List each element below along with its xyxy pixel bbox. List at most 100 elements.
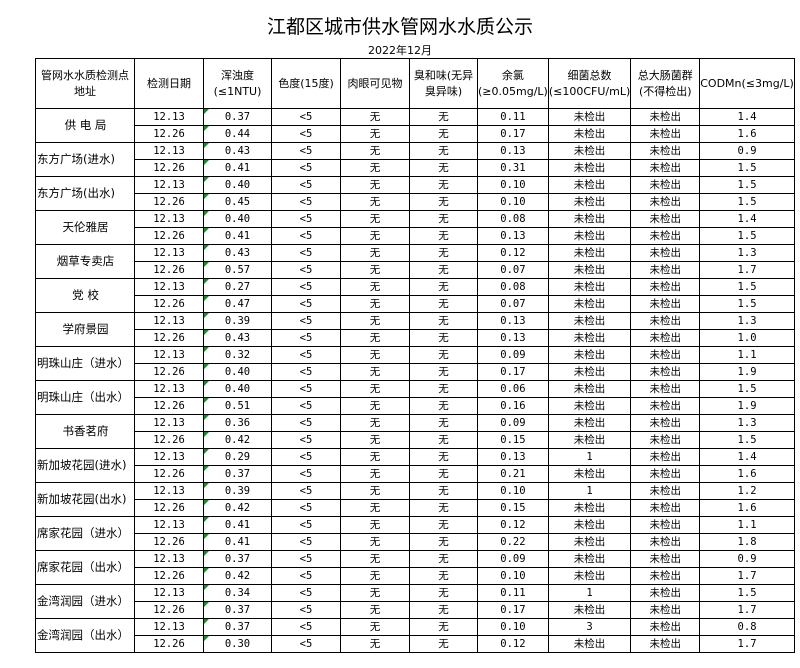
odor-cell: 无 [409,397,478,415]
visible-matter-cell: 无 [340,193,410,211]
coliform-cell: 未检出 [630,176,701,194]
color-cell: <5 [271,108,341,126]
codmn-cell: 1.5 [699,227,795,245]
visible-matter-cell: 无 [340,533,410,551]
date-cell: 12.13 [134,380,204,398]
visible-matter-cell: 无 [340,499,410,517]
table-row: 12.26 0.41 <5 无无 0.22 未检出 未检出 1.8 [36,533,795,551]
visible-matter-cell: 无 [340,482,410,500]
odor-cell: 无 [409,210,478,228]
table-row: 12.26 0.45 <5 无无 0.10 未检出 未检出 1.5 [36,193,795,211]
date-cell: 12.26 [134,295,204,313]
color-cell: <5 [271,618,341,636]
color-cell: <5 [271,244,341,262]
color-cell: <5 [271,227,341,245]
codmn-cell: 1.6 [699,465,795,483]
coliform-cell: 未检出 [630,346,701,364]
color-cell: <5 [271,533,341,551]
color-cell: <5 [271,550,341,568]
coliform-cell: 未检出 [630,550,701,568]
color-cell: <5 [271,142,341,160]
bacteria-cell: 未检出 [547,244,632,262]
color-cell: <5 [271,431,341,449]
odor-cell: 无 [409,244,478,262]
table-row: 金湾润园（出水） 12.13 0.37 <5 无无 0.10 3 未检出 0.8 [35,618,795,653]
header-bacteria: 细菌总数(≤100CFU/mL) [547,58,632,109]
visible-matter-cell: 无 [340,635,410,653]
coliform-cell: 未检出 [630,125,701,143]
chlorine-cell: 0.10 [477,567,549,585]
table-row: 学府景园 12.13 0.39 <5 无无 0.13 未检出 未检出 1.3 [35,312,795,347]
coliform-cell: 未检出 [630,363,701,381]
bacteria-cell: 未检出 [547,329,632,347]
bacteria-cell: 未检出 [547,567,632,585]
codmn-cell: 1.7 [699,601,795,619]
table-row: 12.26 0.37 <5 无无 0.17 未检出 未检出 1.7 [36,601,795,619]
coliform-cell: 未检出 [630,227,701,245]
codmn-cell: 1.1 [699,516,795,534]
bacteria-cell: 未检出 [547,601,632,619]
codmn-cell: 1.1 [699,346,795,364]
date-cell: 12.26 [134,465,204,483]
header-visible-matter: 肉眼可见物 [340,58,410,109]
coliform-cell: 未检出 [630,142,701,160]
codmn-cell: 1.6 [699,499,795,517]
visible-matter-cell: 无 [340,312,410,330]
date-cell: 12.13 [134,278,204,296]
date-cell: 12.26 [134,193,204,211]
color-cell: <5 [271,125,341,143]
site-name: 席家花园（进水） [35,516,135,551]
visible-matter-cell: 无 [340,125,410,143]
visible-matter-cell: 无 [340,567,410,585]
table-row: 12.26 0.40 <5 无无 0.17 未检出 未检出 1.9 [36,363,795,381]
odor-cell: 无 [409,278,478,296]
visible-matter-cell: 无 [340,142,410,160]
table-row: 12.26 0.43 <5 无无 0.13 未检出 未检出 1.0 [36,329,795,347]
odor-cell: 无 [409,618,478,636]
chlorine-cell: 0.16 [477,397,549,415]
color-cell: <5 [271,635,341,653]
table-row: 12.26 0.42 <5 无无 0.15 未检出 未检出 1.6 [36,499,795,517]
table-row: 12.26 0.37 <5 无无 0.21 未检出 未检出 1.6 [36,465,795,483]
color-cell: <5 [271,482,341,500]
date-cell: 12.13 [134,210,204,228]
chlorine-cell: 0.11 [477,584,549,602]
chlorine-cell: 0.11 [477,108,549,126]
coliform-cell: 未检出 [630,499,701,517]
site-name: 明珠山庄（出水） [35,380,135,415]
bacteria-cell: 未检出 [547,380,632,398]
header-coliform: 总大肠菌群(不得检出) [630,58,701,109]
codmn-cell: 1.5 [699,431,795,449]
coliform-cell: 未检出 [630,516,701,534]
turbidity-cell: 0.37 [203,108,272,126]
table-row: 12.26 0.57 <5 无无 0.07 未检出 未检出 1.7 [36,261,795,279]
header-color: 色度(15度) [271,58,341,109]
chlorine-cell: 0.12 [477,635,549,653]
codmn-cell: 1.7 [699,635,795,653]
coliform-cell: 未检出 [630,295,701,313]
codmn-cell: 0.9 [699,142,795,160]
date-cell: 12.13 [134,550,204,568]
chlorine-cell: 0.22 [477,533,549,551]
color-cell: <5 [271,329,341,347]
turbidity-cell: 0.29 [203,448,272,466]
header-odor: 臭和味(无异臭异味) [409,58,478,109]
odor-cell: 无 [409,329,478,347]
table-row: 明珠山庄（进水） 12.13 0.32 <5 无无 0.09 未检出 未检出 1.1 [35,346,795,381]
site-name: 金湾润园（进水） [35,584,135,619]
date-cell: 12.13 [134,176,204,194]
site-name: 供 电 局 [35,108,135,143]
visible-matter-cell: 无 [340,176,410,194]
site-name: 新加坡花园(进水) [35,448,135,483]
visible-matter-cell: 无 [340,550,410,568]
water-quality-table: 管网水水质检测点地址 检测日期 浑浊度(≤1NTU) 色度(15度) 肉眼可见物… [35,58,795,653]
visible-matter-cell: 无 [340,227,410,245]
coliform-cell: 未检出 [630,159,701,177]
odor-cell: 无 [409,635,478,653]
odor-cell: 无 [409,176,478,194]
bacteria-cell: 未检出 [547,533,632,551]
turbidity-cell: 0.39 [203,482,272,500]
bacteria-cell: 1 [547,448,632,466]
color-cell: <5 [271,397,341,415]
odor-cell: 无 [409,431,478,449]
